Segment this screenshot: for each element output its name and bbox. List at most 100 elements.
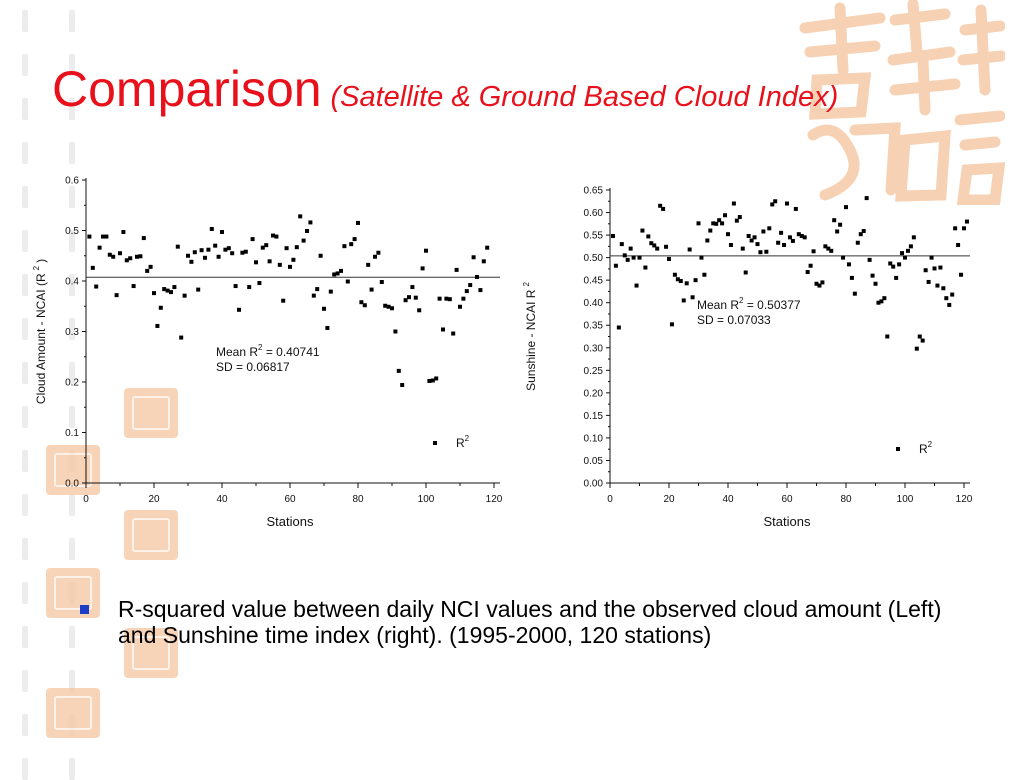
y-tick-label: 0.45	[584, 276, 604, 287]
data-point	[271, 233, 275, 238]
data-point	[687, 247, 692, 252]
legend-label-text: R	[456, 436, 465, 450]
data-point	[230, 251, 235, 256]
background-dash	[69, 626, 75, 648]
data-point	[610, 233, 615, 238]
data-point	[905, 248, 910, 253]
data-point	[776, 240, 781, 245]
x-tick-label: 0	[607, 494, 613, 505]
data-point	[305, 229, 309, 234]
seal-decoration	[124, 510, 178, 560]
data-point	[838, 222, 843, 227]
data-point	[383, 303, 388, 308]
data-point	[264, 243, 269, 248]
data-point	[637, 255, 642, 260]
data-point	[447, 297, 452, 302]
data-point	[267, 259, 272, 264]
data-point	[870, 273, 875, 278]
data-point	[175, 244, 180, 249]
data-point	[104, 234, 109, 239]
data-point	[206, 247, 211, 252]
data-point	[148, 264, 153, 269]
background-dash	[22, 274, 28, 296]
data-point	[773, 199, 778, 204]
data-point	[291, 257, 296, 262]
data-point	[216, 254, 221, 259]
background-dash	[22, 494, 28, 516]
background-dash	[22, 758, 28, 780]
data-point	[373, 254, 377, 259]
data-point	[298, 214, 303, 219]
data-point	[897, 262, 902, 267]
plot-area: 0.0 0.1 0.2 0.3 0.4 0.5 0.6 0 20 40 60 80 100 120 Stat…	[32, 176, 503, 530]
data-point	[114, 293, 119, 298]
data-point	[165, 288, 170, 293]
data-point	[376, 250, 381, 255]
data-point	[817, 283, 822, 288]
data-point	[643, 265, 648, 270]
y-tick-label: 0.50	[584, 253, 604, 264]
slide-title: Comparison (Satellite & Ground Based Clo…	[52, 60, 838, 118]
x-tick-label: 120	[486, 494, 503, 505]
data-point	[770, 202, 775, 207]
plot-area: 0.00 0.05 0.10 0.15 0.20 0.25 0.30 0.35 0.40 0.45…	[522, 186, 973, 530]
data-point	[779, 230, 784, 235]
data-point	[430, 378, 435, 383]
background-dash	[22, 714, 28, 736]
data-point	[734, 218, 739, 223]
y-axis-label-text: Cloud Amount - NCAI (R	[34, 273, 48, 404]
data-point	[475, 274, 479, 279]
data-point	[678, 279, 683, 284]
background-dash	[69, 230, 75, 252]
data-point	[342, 244, 347, 249]
background-dash	[69, 494, 75, 516]
data-point	[752, 235, 757, 240]
data-point	[634, 283, 639, 288]
data-point	[284, 246, 289, 251]
data-point	[427, 378, 432, 383]
data-point	[349, 242, 354, 247]
data-point	[386, 304, 391, 309]
data-point	[661, 206, 666, 211]
data-point	[844, 205, 848, 210]
background-dash	[69, 142, 75, 164]
background-dash	[22, 230, 28, 252]
data-point	[622, 253, 627, 258]
data-point	[723, 213, 728, 218]
y-tick-label: 0.55	[584, 231, 604, 242]
y-tick-label: 0.40	[584, 298, 604, 309]
legend-label-sup: 2	[928, 440, 933, 449]
data-point	[94, 284, 99, 289]
data-point	[631, 255, 636, 260]
y-axis-label-end: )	[34, 259, 48, 263]
data-point	[799, 233, 804, 238]
data-point	[731, 201, 736, 206]
background-dash	[22, 670, 28, 692]
bullet-text: R-squared value between daily NCI values…	[118, 596, 942, 648]
data-point	[179, 335, 184, 340]
data-point	[876, 300, 881, 305]
seal-decoration	[46, 568, 100, 618]
sunshine-chart: 0.00 0.05 0.10 0.15 0.20 0.25 0.30 0.35 0.40 0.45…	[522, 186, 973, 530]
background-dash	[22, 186, 28, 208]
data-point	[879, 299, 884, 304]
background-dash	[22, 318, 28, 340]
data-point	[124, 258, 129, 263]
data-point	[441, 327, 445, 332]
data-point	[138, 254, 143, 259]
bullet-point: R-squared value between daily NCI values…	[78, 596, 978, 648]
data-point	[681, 298, 686, 303]
data-point	[911, 235, 916, 240]
data-point	[669, 322, 674, 327]
data-point	[274, 234, 279, 239]
data-point	[658, 203, 663, 208]
bullet-square-icon	[80, 605, 89, 614]
stats-mean-label: Mean R	[697, 298, 739, 312]
y-tick-label: 0.00	[584, 479, 604, 490]
data-point	[424, 248, 428, 253]
data-point	[917, 334, 922, 339]
data-point	[332, 272, 337, 277]
x-tick-label: 20	[663, 494, 675, 505]
x-tick-label: 0	[83, 494, 89, 505]
y-tick-label: 0.20	[584, 388, 604, 399]
